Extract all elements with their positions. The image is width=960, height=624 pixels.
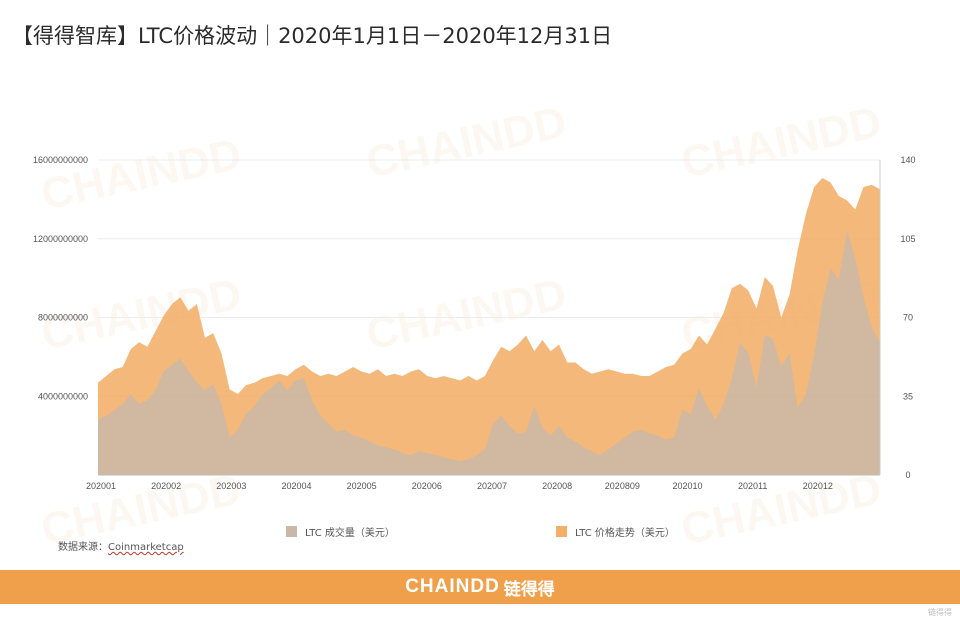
y-left-tick-label: 12000000000 [33, 234, 88, 244]
x-tick-label: 202008 [542, 481, 572, 491]
legend-price-swatch [556, 526, 567, 537]
data-source-name: Coinmarketcap [108, 542, 184, 553]
footer-brand-cn: 链得得 [503, 579, 555, 600]
data-source: 数据来源：Coinmarketcap [58, 538, 184, 553]
data-source-label: 数据来源： [58, 542, 108, 553]
x-tick-label: 202002 [151, 481, 181, 491]
x-tick-label: 202007 [477, 481, 507, 491]
series-volume-area [98, 230, 880, 475]
y-right-tick-label: 105 [900, 234, 915, 244]
x-tick-label: 2020809 [605, 481, 640, 491]
y-right-tick-label: 140 [900, 155, 915, 165]
y-left-tick-label: 8000000000 [38, 313, 88, 323]
y-right-tick-label: 70 [903, 313, 913, 323]
y-right-tick-label: 0 [905, 470, 910, 480]
x-tick-label: 202011 [738, 481, 767, 491]
footer-banner: CHAINDD 链得得 [0, 570, 960, 604]
legend-price: LTC 价格走势（美元） [556, 524, 675, 539]
legend-volume: LTC 成交量（美元） [286, 524, 395, 539]
x-tick-label: 202004 [281, 481, 311, 491]
x-tick-label: 202006 [412, 481, 442, 491]
footer-brand: CHAINDD [405, 576, 500, 597]
legend-volume-label: LTC 成交量（美元） [305, 528, 395, 539]
x-tick-label: 202010 [672, 481, 702, 491]
x-tick-label: 202001 [86, 481, 116, 491]
y-left-tick-label: 16000000000 [33, 155, 88, 165]
axes: 4000000000 8000000000 12000000000 160000000… [33, 155, 916, 491]
y-left-tick-label: 4000000000 [38, 391, 88, 401]
legend-volume-swatch [286, 526, 297, 537]
x-tick-label: 202005 [347, 481, 377, 491]
x-tick-label: 202003 [216, 481, 246, 491]
legend-price-label: LTC 价格走势（美元） [575, 528, 675, 539]
y-right-tick-label: 35 [903, 391, 913, 401]
chart-title: 【得得智库】LTC价格波动｜2020年1月1日－2020年12月31日 [12, 24, 613, 48]
series-layer [98, 178, 880, 475]
corner-logo: 链得得 [928, 608, 952, 617]
x-tick-label: 202012 [803, 481, 833, 491]
